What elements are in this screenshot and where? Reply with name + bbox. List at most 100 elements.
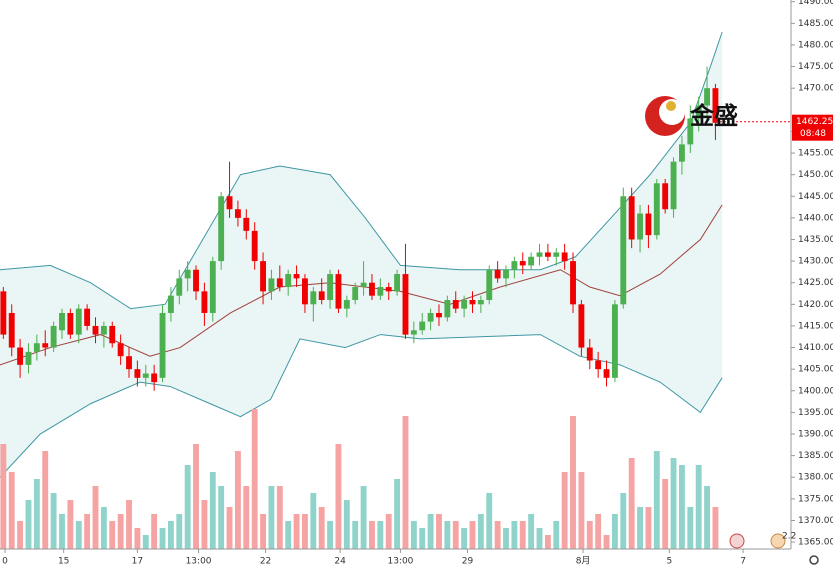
candle-body: [302, 278, 308, 305]
volume-bar: [704, 486, 710, 549]
candle-body: [285, 274, 292, 288]
candle-body: [67, 312, 74, 335]
flag-icon[interactable]: [729, 533, 745, 549]
volume-bar: [653, 451, 660, 549]
volume-bar: [369, 521, 375, 549]
y-tick-label: 1485.00: [798, 19, 833, 29]
candle-body: [134, 369, 141, 378]
candle-body: [419, 321, 426, 331]
y-tick-label: 1470.00: [798, 84, 833, 94]
volume-bar: [662, 479, 669, 549]
x-tick-label: 8月: [576, 556, 591, 567]
volume-bar: [318, 507, 325, 549]
volume-bar: [260, 514, 266, 549]
y-tick-label: 1475.00: [798, 62, 833, 72]
band-line: [0, 204, 723, 366]
candle-body: [142, 373, 149, 378]
volume-bar: [678, 465, 685, 549]
x-tick-label: 0: [2, 557, 8, 567]
candle-body: [561, 252, 568, 262]
volume-bar: [151, 514, 158, 549]
candle-body: [193, 269, 199, 292]
logo: 金盛: [645, 96, 738, 136]
volume-bar: [75, 521, 82, 549]
volume-bar: [0, 444, 7, 549]
volume-bar: [33, 479, 40, 549]
volume-bar: [84, 514, 91, 549]
volume-bar: [561, 472, 568, 549]
volume-bar: [620, 493, 627, 549]
logo-dot: [666, 101, 676, 111]
candle-body: [50, 325, 57, 348]
bands: [0, 31, 723, 478]
y-tick-label: 1490.00: [798, 0, 833, 7]
candle-body: [352, 287, 359, 301]
volume-bar: [687, 507, 694, 549]
candle-body: [360, 282, 367, 288]
candle-body: [452, 300, 459, 309]
candle-body: [327, 274, 334, 301]
candle-body: [603, 369, 610, 378]
volume-bar: [276, 486, 283, 549]
y-tick-label: 1410.00: [798, 343, 833, 353]
candle-body: [578, 304, 585, 348]
volume-bar: [159, 528, 166, 549]
y-tick-label: 1405.00: [798, 365, 833, 375]
volume-bar: [17, 521, 24, 549]
candle-body: [75, 308, 82, 335]
volume-bar: [486, 493, 493, 549]
gear[interactable]: [809, 555, 819, 565]
y-tick-label: 1390.00: [798, 430, 833, 440]
candle-body: [410, 330, 417, 335]
volume-bar: [410, 521, 417, 549]
candle-body: [427, 312, 434, 322]
volume-bar: [385, 514, 392, 549]
settings-icon[interactable]: [809, 555, 819, 565]
volume-bar: [8, 472, 15, 549]
volume-bar: [142, 535, 149, 549]
volume-bar: [293, 514, 300, 549]
volume-bar: [712, 507, 719, 549]
volume-bar: [92, 486, 99, 549]
volume-bar: [586, 521, 593, 549]
candle-body: [0, 291, 7, 335]
volume-bar: [50, 493, 57, 549]
volume-bar: [553, 521, 560, 549]
y-tick-label: 1450.00: [798, 170, 833, 180]
y-tick-label: 1440.00: [798, 213, 833, 223]
y-tick-label: 1370.00: [798, 516, 833, 526]
volume-bar: [477, 514, 484, 549]
last-price-time: 08:48: [800, 129, 826, 139]
candle-body: [385, 287, 392, 292]
candle-body: [377, 287, 384, 296]
volume-bar: [59, 514, 65, 549]
x-tick-label: 7: [740, 557, 746, 567]
volume-bar: [310, 493, 317, 549]
volume-bar: [126, 500, 132, 549]
volume-bar: [184, 465, 191, 549]
candle-body: [100, 325, 107, 335]
candle-body: [620, 196, 627, 305]
y-tick-label: 1420.00: [798, 300, 833, 310]
candle-body: [59, 312, 65, 331]
candle-body: [670, 161, 677, 210]
candle-body: [209, 261, 216, 313]
candle-body: [92, 325, 99, 335]
volume-bar: [645, 507, 652, 549]
volume-bar: [637, 507, 643, 549]
y-tick-label: 1435.00: [798, 235, 833, 245]
candle-body: [293, 274, 300, 279]
flag-icon[interactable]: [770, 533, 786, 549]
candle-body: [318, 291, 325, 301]
volume-bar: [335, 444, 342, 549]
volume: [0, 409, 719, 549]
band-fill: [0, 31, 723, 478]
candle-body: [218, 196, 225, 262]
candle-body: [184, 269, 191, 279]
candle-body: [595, 360, 602, 370]
candle-body: [695, 105, 702, 119]
y-tick-label: 1400.00: [798, 386, 833, 396]
candle-body: [704, 88, 710, 106]
